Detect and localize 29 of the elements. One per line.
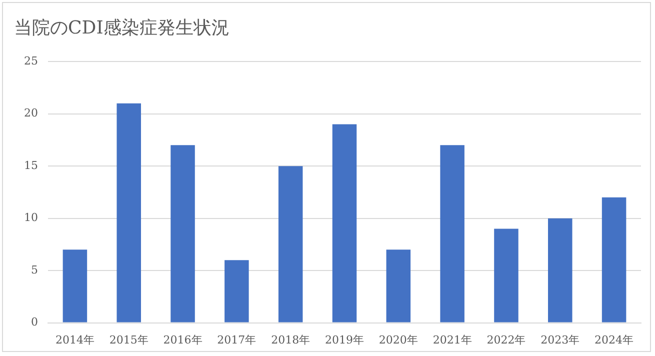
y-tick-label: 10	[24, 211, 38, 224]
x-tick-label: 2017年	[217, 333, 256, 346]
x-tick-label: 2015年	[109, 333, 148, 346]
bar	[548, 218, 572, 322]
y-tick-label: 0	[30, 316, 38, 329]
x-tick-label: 2014年	[55, 333, 94, 346]
bar	[602, 197, 626, 322]
x-tick-label: 2022年	[486, 333, 526, 346]
bar	[278, 166, 303, 322]
bar	[224, 260, 249, 322]
x-tick-label: 2020年	[378, 333, 418, 346]
bar	[170, 145, 195, 322]
x-tick-label: 2019年	[325, 333, 364, 346]
bar	[386, 250, 411, 322]
x-tick-label: 2016年	[163, 333, 202, 346]
y-tick-label: 5	[30, 263, 38, 276]
bar	[494, 228, 518, 322]
bar	[116, 103, 141, 322]
bar	[440, 145, 464, 322]
bar	[62, 250, 88, 322]
x-tick-label: 2018年	[271, 333, 310, 346]
x-tick-label: 2021年	[432, 333, 472, 346]
y-tick-label: 15	[24, 158, 38, 172]
y-tick-label: 25	[24, 54, 38, 68]
x-tick-label: 2023年	[540, 333, 580, 346]
x-tick-label: 2024年	[594, 333, 634, 346]
bar	[332, 124, 357, 322]
y-tick-label: 20	[24, 106, 38, 120]
chart-title: 当院のCDI感染症発生状況	[14, 17, 230, 38]
